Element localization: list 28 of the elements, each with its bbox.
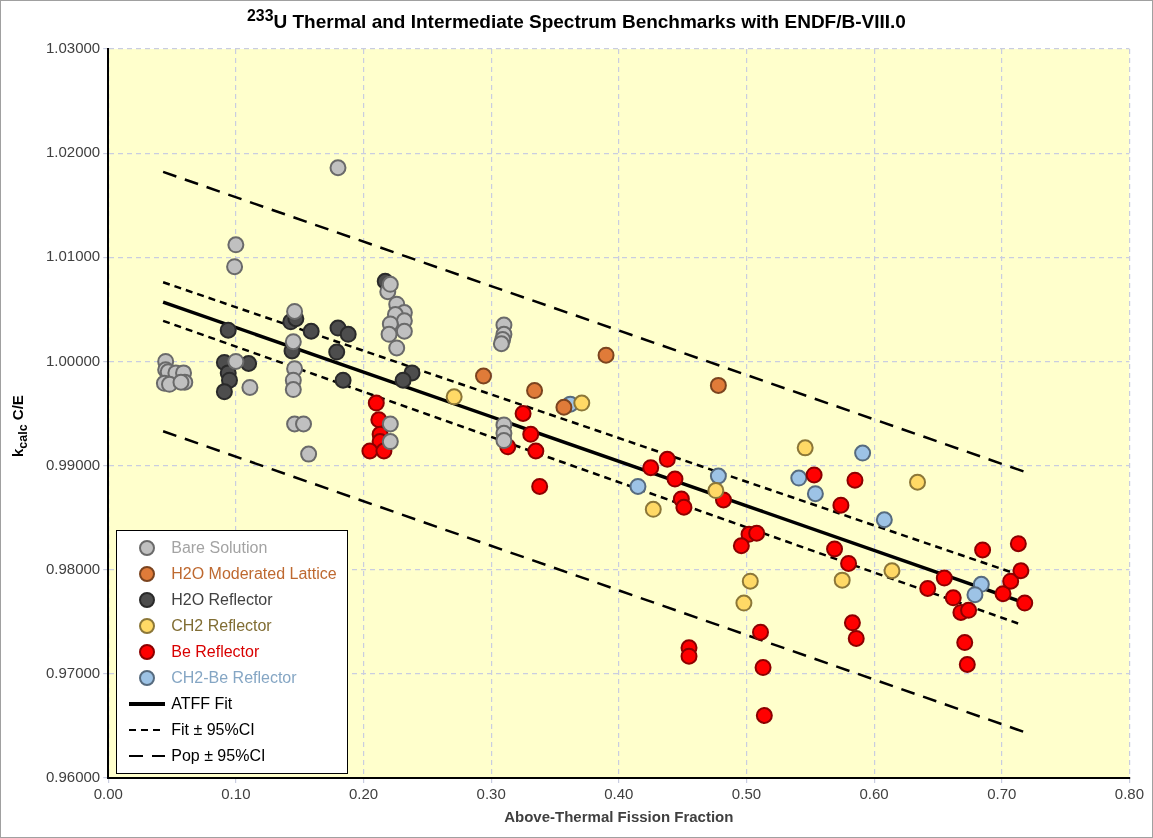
x-tick-label: 0.50 [731,785,762,803]
legend-label: Pop ± 95%CI [171,747,266,765]
legend-label: H2O Reflector [171,591,273,609]
legend-label: Bare Solution [171,539,268,557]
x-tick-label: 0.20 [348,785,379,803]
x-tick-label: 0.60 [859,785,889,803]
x-tick-label: 0.40 [604,785,634,803]
x-tick-label: 0.80 [1114,785,1144,803]
x-axis-title: Above-Thermal Fission Fraction [504,808,734,826]
y-tick-label: 0.97000 [45,664,101,681]
legend-label: Be Reflector [171,643,260,661]
x-tick-label: 0.70 [987,785,1017,803]
y-tick-label: 1.03000 [45,39,101,57]
legend-label: CH2-Be Reflector [171,669,297,687]
y-tick-label: 1.02000 [45,143,101,161]
x-tick-label: 0.00 [93,785,123,803]
y-tick-label: 0.99000 [45,455,101,473]
y-tick-label: 0.96000 [45,768,101,786]
y-tick-label: 1.00000 [45,351,101,369]
x-tick-label: 0.10 [221,785,251,803]
y-tick-label: 1.01000 [45,247,101,265]
x-tick-label: 0.30 [476,785,506,803]
legend-label: H2O Moderated Lattice [171,565,337,583]
legend-label: CH2 Reflector [171,617,272,635]
legend-label: ATFF Fit [171,695,233,713]
chart-title: $^{233}$U Thermal and Intermediate Spectrum Benchmarks with ENDF/B-VIII.0 [246,7,907,34]
y-tick-label: 0.98000 [45,559,101,577]
legend-label: Fit ± 95%CI [171,721,255,739]
